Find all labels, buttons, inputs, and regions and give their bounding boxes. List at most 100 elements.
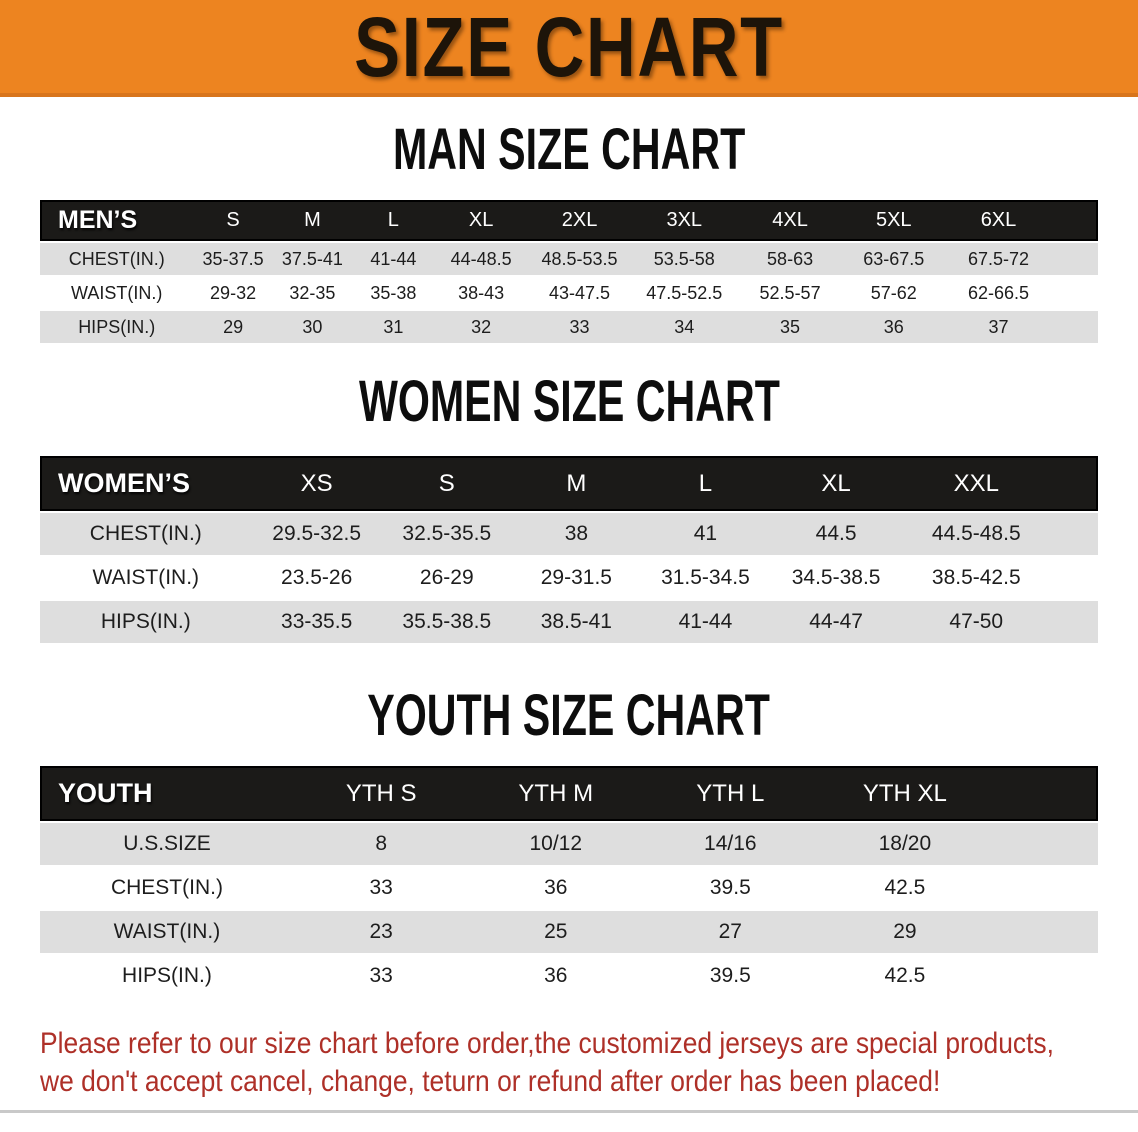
column-header: XL	[434, 200, 528, 241]
row-label: CHEST(IN.)	[40, 243, 194, 275]
cell-value: 8	[293, 823, 469, 865]
table-row: WAIST(IN.) 23 25 27 29	[40, 911, 1098, 953]
column-header: S	[381, 456, 512, 511]
cell-value: 29-32	[193, 277, 273, 309]
youth-section-heading: YOUTH SIZE CHART	[0, 685, 1138, 746]
row-label: WAIST(IN.)	[40, 911, 294, 953]
men-section-heading: MAN SIZE CHART	[0, 119, 1138, 180]
column-header: XXL	[902, 456, 1051, 511]
cell-value: 29	[193, 311, 273, 343]
row-filler-cell	[992, 867, 1098, 909]
banner-title: SIZE CHART	[354, 0, 784, 94]
cell-value: 32.5-35.5	[381, 513, 512, 555]
table-row: CHEST(IN.) 29.5-32.5 32.5-35.5 38 41 44.5 44.5…	[40, 513, 1098, 555]
row-filler-cell	[1050, 601, 1098, 643]
cell-value: 23.5-26	[251, 557, 382, 599]
women-section-heading-text: WOMEN SIZE CHART	[358, 369, 780, 434]
cell-value: 41	[640, 513, 770, 555]
cell-value: 26-29	[381, 557, 512, 599]
column-header: M	[272, 200, 353, 241]
cell-value: 44-47	[769, 601, 903, 643]
cell-value: 62-66.5	[944, 277, 1053, 309]
table-corner-label: MEN’S	[40, 200, 194, 241]
cell-value: 44-48.5	[434, 243, 528, 275]
table-row: WAIST(IN.) 23.5-26 26-29 29-31.5 31.5-34.5 34…	[40, 557, 1098, 599]
table-row: U.S.SIZE 8 10/12 14/16 18/20	[40, 823, 1098, 865]
column-header: 6XL	[944, 200, 1053, 241]
table-row: HIPS(IN.) 33-35.5 35.5-38.5 38.5-41 41-44 44-…	[40, 601, 1098, 643]
table-corner-label: YOUTH	[40, 766, 294, 821]
cell-value: 47.5-52.5	[631, 277, 738, 309]
cell-value: 33	[293, 955, 469, 997]
column-header: XL	[769, 456, 903, 511]
table-row: HIPS(IN.) 33 36 39.5 42.5	[40, 955, 1098, 997]
cell-value: 42.5	[817, 867, 993, 909]
cell-value: 32	[434, 311, 528, 343]
row-filler-cell	[992, 823, 1098, 865]
youth-size-table: YOUTH YTH S YTH M YTH L YTH XL U.S.SIZE 8 10/1…	[40, 764, 1098, 999]
cell-value: 38.5-41	[511, 601, 641, 643]
row-label: CHEST(IN.)	[40, 513, 252, 555]
column-header: XS	[251, 456, 382, 511]
row-filler-cell	[1052, 311, 1098, 343]
column-header: S	[193, 200, 273, 241]
header-filler-cell	[1050, 456, 1098, 511]
cell-value: 36	[842, 311, 945, 343]
cell-value: 37.5-41	[272, 243, 353, 275]
cell-value: 25	[468, 911, 644, 953]
cell-value: 41-44	[640, 601, 770, 643]
row-label: HIPS(IN.)	[40, 955, 294, 997]
cell-value: 33-35.5	[251, 601, 382, 643]
row-label: WAIST(IN.)	[40, 557, 252, 599]
cell-value: 27	[643, 911, 818, 953]
column-header: L	[352, 200, 435, 241]
size-chart-banner: SIZE CHART	[0, 0, 1138, 97]
cell-value: 29-31.5	[511, 557, 641, 599]
row-filler-cell	[1052, 243, 1098, 275]
cell-value: 44.5-48.5	[902, 513, 1051, 555]
cell-value: 37	[944, 311, 1053, 343]
cell-value: 39.5	[643, 867, 818, 909]
cell-value: 31	[352, 311, 435, 343]
cell-value: 52.5-57	[737, 277, 843, 309]
column-header: YTH S	[293, 766, 469, 821]
table-corner-label: WOMEN’S	[40, 456, 252, 511]
disclaimer-text: Please refer to our size chart before or…	[40, 1025, 1138, 1101]
row-filler-cell	[1050, 513, 1098, 555]
disclaimer-line-1: Please refer to our size chart before or…	[40, 1027, 1054, 1060]
header-filler-cell	[1052, 200, 1098, 241]
cell-value: 10/12	[468, 823, 644, 865]
row-label: HIPS(IN.)	[40, 311, 194, 343]
cell-value: 30	[272, 311, 353, 343]
cell-value: 57-62	[842, 277, 945, 309]
cell-value: 34	[631, 311, 738, 343]
row-label: CHEST(IN.)	[40, 867, 294, 909]
column-header: YTH M	[468, 766, 644, 821]
cell-value: 36	[468, 955, 644, 997]
row-label: U.S.SIZE	[40, 823, 294, 865]
cell-value: 48.5-53.5	[527, 243, 632, 275]
cell-value: 38	[511, 513, 641, 555]
cell-value: 18/20	[817, 823, 993, 865]
header-filler-cell	[992, 766, 1098, 821]
women-section-heading: WOMEN SIZE CHART	[0, 371, 1138, 432]
cell-value: 35.5-38.5	[381, 601, 512, 643]
row-filler-cell	[992, 911, 1098, 953]
men-size-table: MEN’S S M L XL 2XL 3XL 4XL 5XL 6XL CHEST(IN.) 35-3…	[40, 198, 1098, 345]
cell-value: 63-67.5	[842, 243, 945, 275]
column-header: 4XL	[737, 200, 843, 241]
row-filler-cell	[1050, 557, 1098, 599]
row-label: HIPS(IN.)	[40, 601, 252, 643]
cell-value: 41-44	[352, 243, 435, 275]
table-row: CHEST(IN.) 35-37.5 37.5-41 41-44 44-48.5 48.5…	[40, 243, 1098, 275]
row-filler-cell	[1052, 277, 1098, 309]
table-row: WAIST(IN.) 29-32 32-35 35-38 38-43 43-47.5 47.…	[40, 277, 1098, 309]
column-header: 2XL	[527, 200, 632, 241]
cell-value: 44.5	[769, 513, 903, 555]
cell-value: 33	[293, 867, 469, 909]
cell-value: 38-43	[434, 277, 528, 309]
youth-section-heading-text: YOUTH SIZE CHART	[367, 683, 771, 748]
column-header: 5XL	[842, 200, 945, 241]
youth-table-header-row: YOUTH YTH S YTH M YTH L YTH XL	[40, 766, 1098, 821]
men-table-header-row: MEN’S S M L XL 2XL 3XL 4XL 5XL 6XL	[40, 200, 1098, 241]
